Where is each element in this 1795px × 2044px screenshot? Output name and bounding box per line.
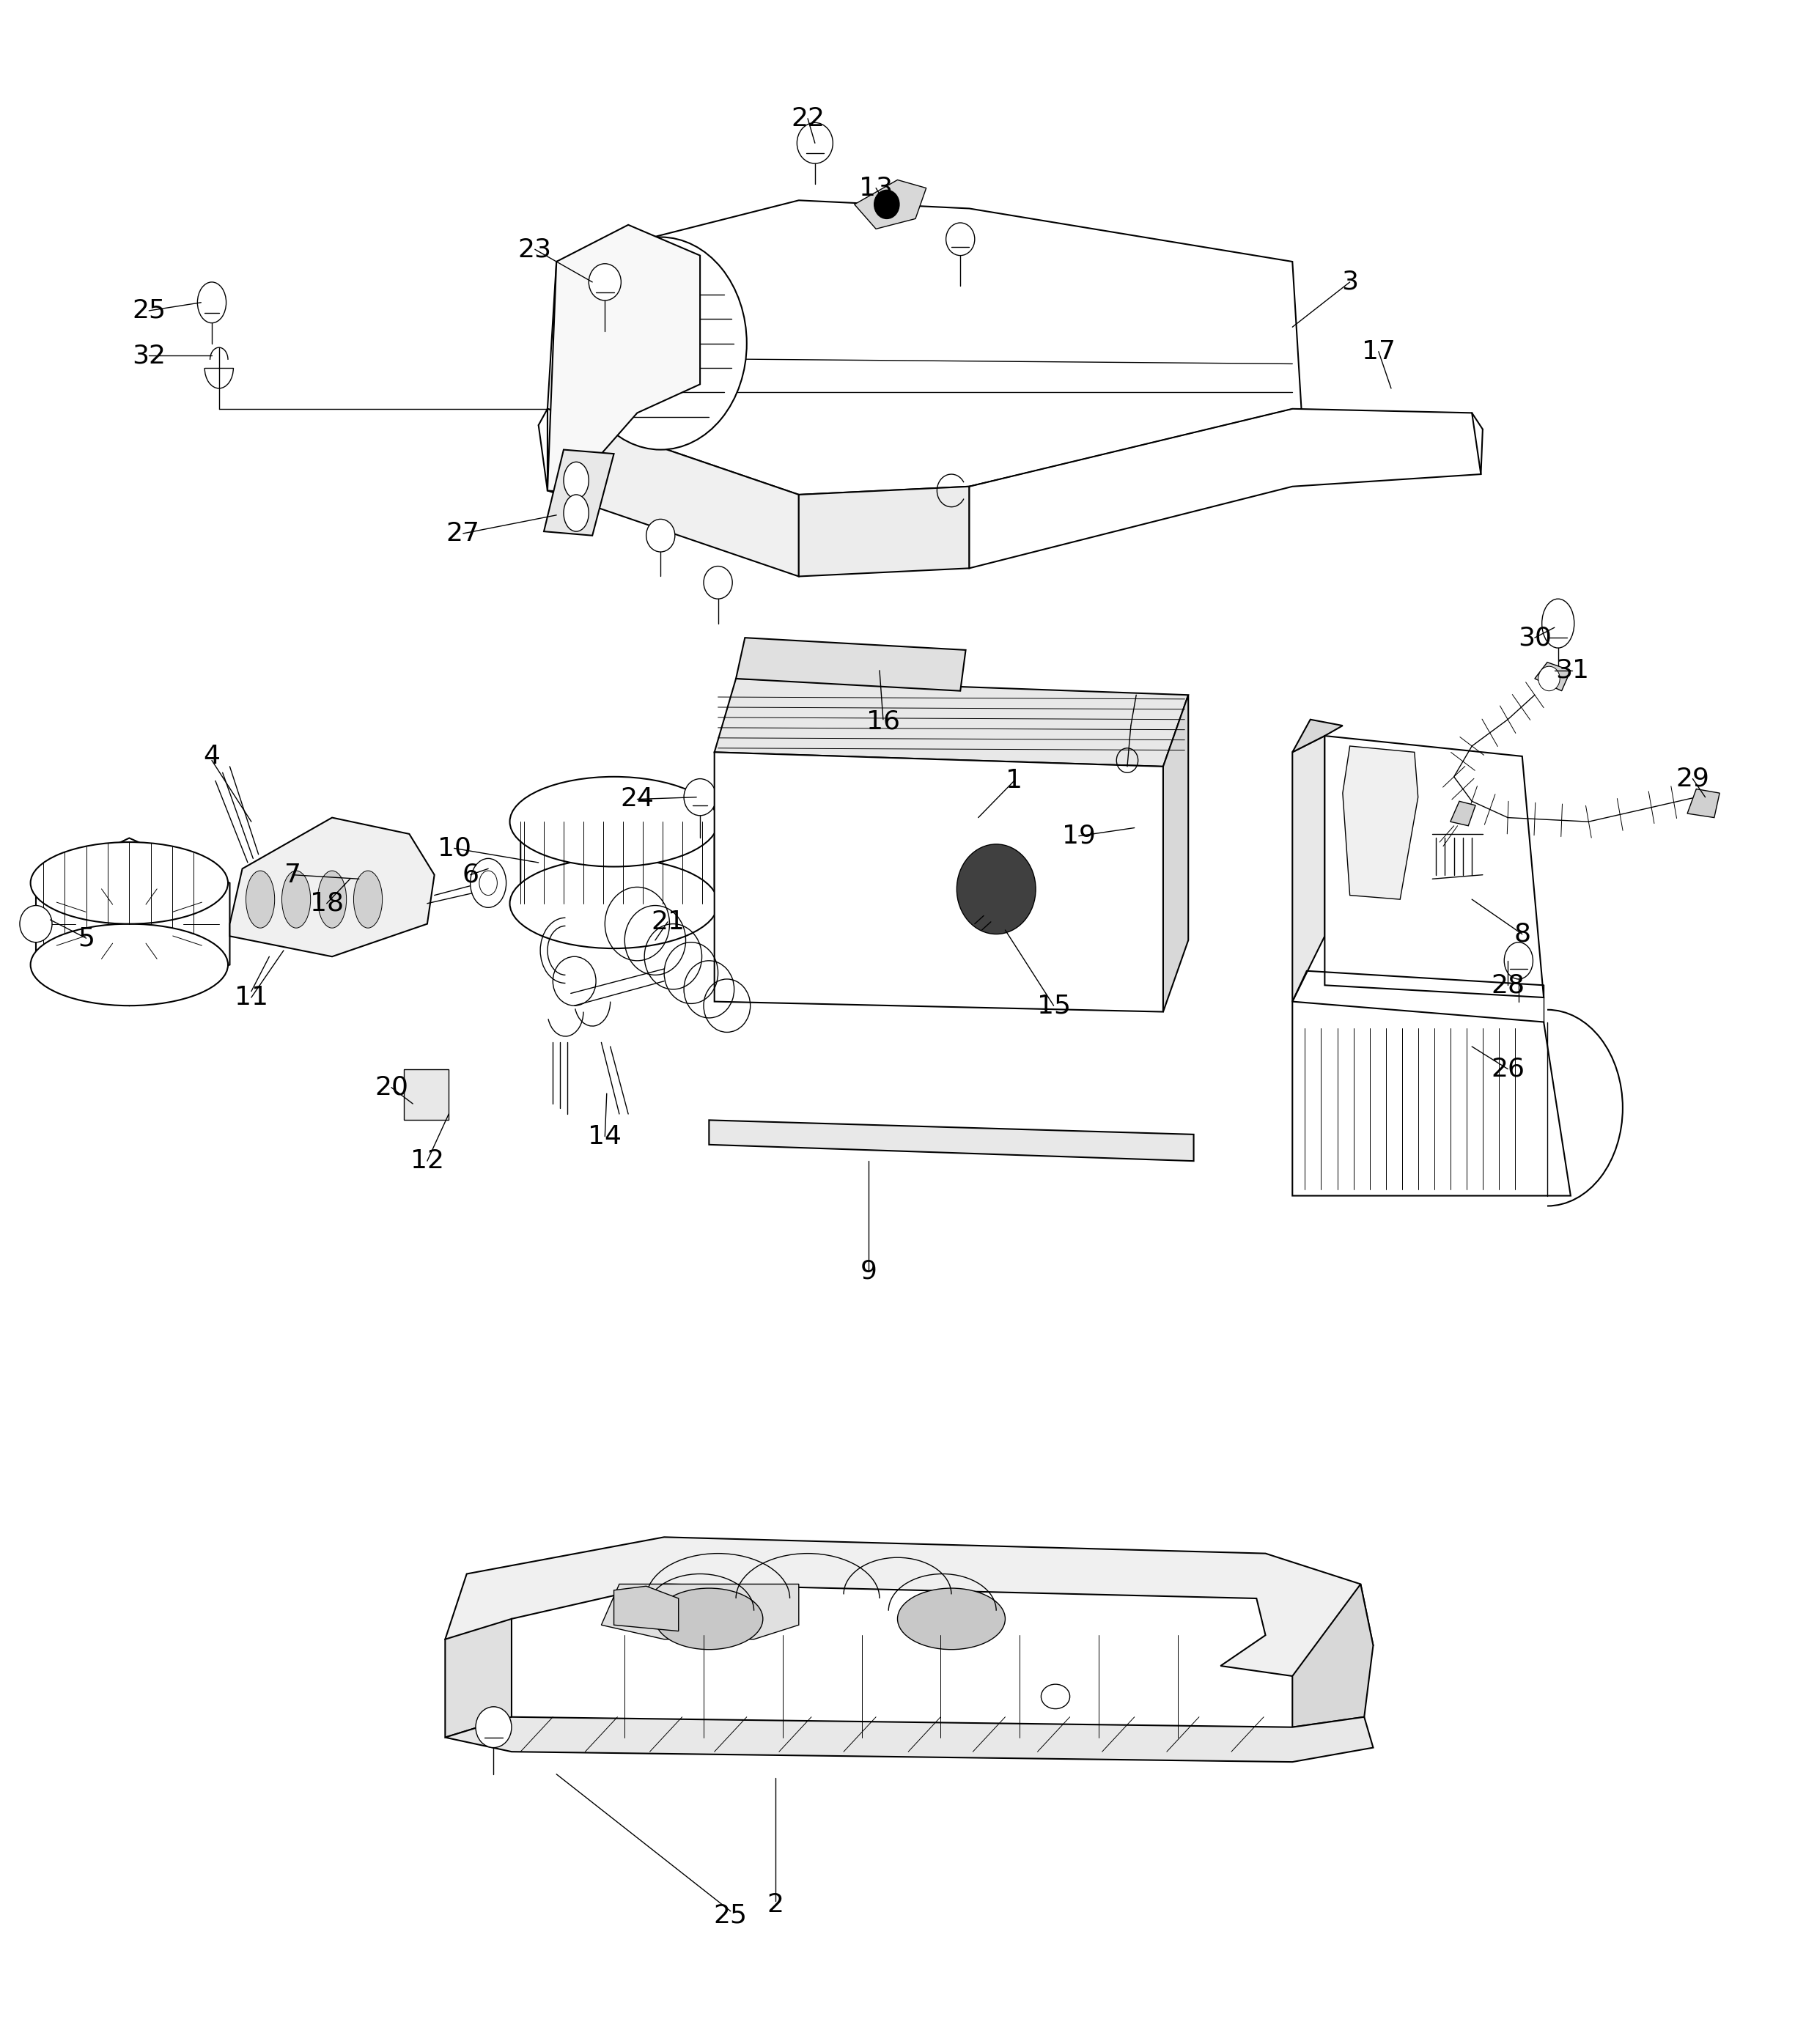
Ellipse shape xyxy=(946,223,975,256)
Ellipse shape xyxy=(318,871,346,928)
Ellipse shape xyxy=(684,779,716,816)
Text: 10: 10 xyxy=(438,836,470,861)
Polygon shape xyxy=(601,1584,799,1639)
Polygon shape xyxy=(445,1537,1373,1676)
Ellipse shape xyxy=(1542,599,1574,648)
Polygon shape xyxy=(547,225,700,495)
Text: 2: 2 xyxy=(766,1893,784,1917)
Polygon shape xyxy=(1163,695,1188,1012)
Text: 6: 6 xyxy=(461,863,479,887)
Bar xyxy=(404,1069,449,1120)
Text: 4: 4 xyxy=(203,744,221,769)
Polygon shape xyxy=(1292,1584,1373,1727)
Polygon shape xyxy=(614,1586,679,1631)
Polygon shape xyxy=(445,1619,512,1737)
Text: 31: 31 xyxy=(1556,658,1589,683)
Ellipse shape xyxy=(704,566,732,599)
Ellipse shape xyxy=(1041,1684,1070,1709)
Polygon shape xyxy=(547,409,799,576)
Ellipse shape xyxy=(646,519,675,552)
Ellipse shape xyxy=(1504,942,1533,979)
Ellipse shape xyxy=(197,282,226,323)
Polygon shape xyxy=(736,638,966,691)
Polygon shape xyxy=(544,450,614,536)
Polygon shape xyxy=(799,486,969,576)
Text: 32: 32 xyxy=(133,343,165,368)
Text: 13: 13 xyxy=(860,176,892,200)
Text: 5: 5 xyxy=(77,926,95,950)
Polygon shape xyxy=(1343,746,1418,899)
Ellipse shape xyxy=(479,871,497,895)
Text: 14: 14 xyxy=(589,1124,621,1149)
Text: 25: 25 xyxy=(133,298,165,323)
Ellipse shape xyxy=(354,871,382,928)
Polygon shape xyxy=(1292,1002,1571,1196)
Text: 15: 15 xyxy=(1038,993,1070,1018)
Polygon shape xyxy=(230,818,434,957)
Ellipse shape xyxy=(31,924,228,1006)
Ellipse shape xyxy=(957,844,1036,934)
Ellipse shape xyxy=(510,777,718,867)
Polygon shape xyxy=(1292,736,1325,1002)
Text: 12: 12 xyxy=(411,1149,443,1173)
Ellipse shape xyxy=(574,237,747,450)
Ellipse shape xyxy=(655,1588,763,1650)
Text: 7: 7 xyxy=(284,863,302,887)
Text: 24: 24 xyxy=(621,787,653,811)
Polygon shape xyxy=(969,409,1481,568)
Polygon shape xyxy=(547,200,1301,495)
Ellipse shape xyxy=(20,905,52,942)
Text: 21: 21 xyxy=(652,910,684,934)
Ellipse shape xyxy=(246,871,275,928)
Text: 30: 30 xyxy=(1519,625,1551,650)
Text: 3: 3 xyxy=(1341,270,1359,294)
Text: 9: 9 xyxy=(860,1259,878,1284)
Text: 1: 1 xyxy=(1005,769,1023,793)
Polygon shape xyxy=(1325,736,1544,997)
Polygon shape xyxy=(709,1120,1194,1161)
Text: 27: 27 xyxy=(447,521,479,546)
Ellipse shape xyxy=(589,264,621,300)
Text: 11: 11 xyxy=(235,985,267,1010)
Ellipse shape xyxy=(564,495,589,531)
Text: 22: 22 xyxy=(792,106,824,131)
Text: 19: 19 xyxy=(1063,824,1095,848)
Polygon shape xyxy=(1687,789,1720,818)
Text: 17: 17 xyxy=(1362,339,1395,364)
Text: 8: 8 xyxy=(1513,922,1531,946)
Ellipse shape xyxy=(31,842,228,924)
Ellipse shape xyxy=(797,123,833,164)
Ellipse shape xyxy=(564,462,589,499)
Polygon shape xyxy=(1292,719,1343,752)
Polygon shape xyxy=(445,1717,1373,1762)
Polygon shape xyxy=(1535,662,1571,691)
Ellipse shape xyxy=(874,190,899,219)
Text: 26: 26 xyxy=(1492,1057,1524,1081)
Ellipse shape xyxy=(282,871,311,928)
Ellipse shape xyxy=(470,858,506,908)
Text: 28: 28 xyxy=(1492,973,1524,997)
Polygon shape xyxy=(714,679,1188,766)
Text: 18: 18 xyxy=(311,891,343,916)
Ellipse shape xyxy=(553,957,596,1006)
Polygon shape xyxy=(714,752,1163,1012)
Polygon shape xyxy=(36,838,230,1006)
Polygon shape xyxy=(521,781,714,944)
Ellipse shape xyxy=(1538,666,1560,691)
Text: 29: 29 xyxy=(1677,766,1709,791)
Polygon shape xyxy=(1450,801,1475,826)
Text: 25: 25 xyxy=(714,1903,747,1927)
Polygon shape xyxy=(854,180,926,229)
Text: 20: 20 xyxy=(375,1075,407,1100)
Ellipse shape xyxy=(476,1707,512,1748)
Text: 23: 23 xyxy=(519,237,551,262)
Text: 16: 16 xyxy=(867,709,899,734)
Ellipse shape xyxy=(898,1588,1005,1650)
Ellipse shape xyxy=(510,858,718,948)
